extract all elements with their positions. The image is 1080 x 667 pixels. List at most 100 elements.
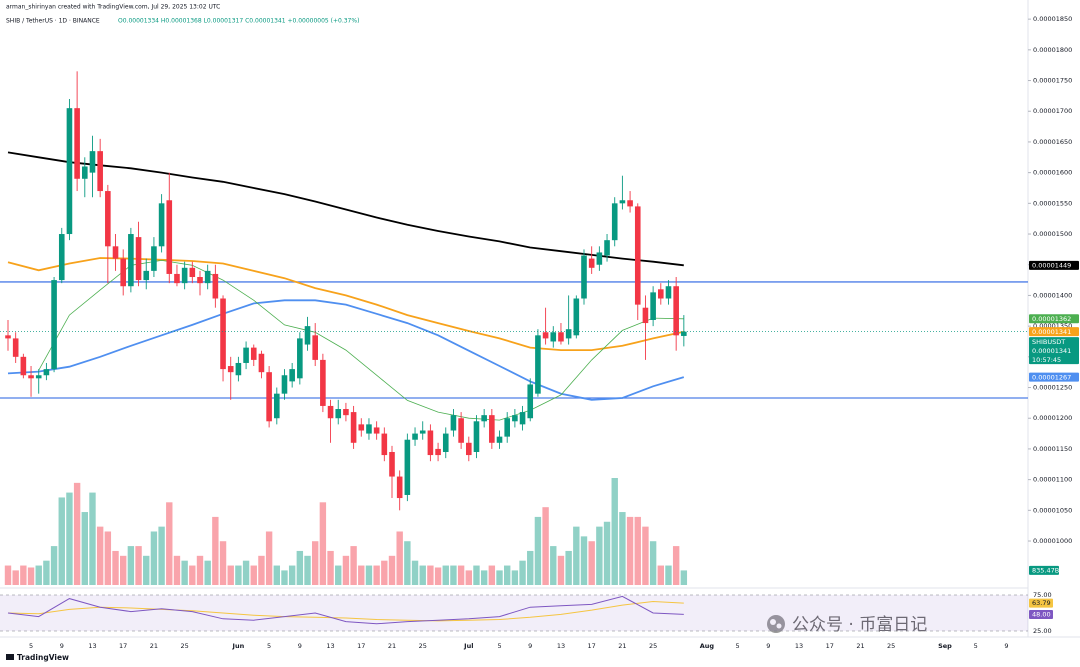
volume-bar	[550, 546, 557, 585]
volume-bar	[596, 526, 603, 585]
candle-body	[204, 270, 211, 284]
candle-body	[588, 258, 595, 268]
candle-body	[158, 203, 165, 247]
volume-bar	[4, 565, 12, 585]
rsi-line	[7, 595, 684, 625]
watermark-icon-dot	[776, 623, 782, 629]
volume-bar	[388, 555, 396, 585]
y-tick-label: 0.00001650	[1033, 138, 1072, 146]
x-tick-label: 9	[1004, 642, 1008, 650]
candle-body	[266, 372, 272, 422]
candle-body	[35, 375, 42, 379]
x-tick-label: Jun	[232, 642, 245, 650]
volume-bar	[296, 550, 304, 585]
candle-body	[634, 206, 641, 305]
candle-body	[512, 415, 518, 422]
volume-bar	[396, 531, 403, 585]
volume-bar	[250, 565, 257, 585]
candle-body	[243, 347, 249, 363]
volume-bar	[227, 565, 234, 585]
x-tick-label: 9	[60, 642, 64, 650]
x-tick-label: Sep	[938, 642, 952, 650]
x-tick-label: 9	[298, 642, 302, 650]
y-tick-label: 0.00001150	[1033, 445, 1072, 453]
candle-body	[20, 356, 27, 376]
x-tick-label: 21	[150, 642, 158, 650]
candle-body	[481, 415, 487, 422]
rsi-ma-line	[7, 600, 684, 622]
volume-bar	[196, 555, 204, 585]
candle-body	[604, 240, 610, 256]
candle-body	[181, 267, 188, 284]
volume-bar	[603, 521, 611, 585]
candle-body	[327, 405, 334, 419]
candle-body	[312, 335, 318, 360]
candle-body	[427, 430, 434, 456]
volume-bar	[480, 570, 488, 585]
candle-body	[489, 415, 495, 443]
candle-body	[281, 375, 288, 394]
volume-bar	[342, 555, 350, 585]
moving-average-line	[7, 257, 684, 351]
candle-body	[619, 200, 626, 204]
volume-bar	[288, 565, 296, 585]
volume-bar	[404, 541, 411, 585]
candle-body	[466, 442, 472, 456]
x-tick-label: 13	[88, 642, 96, 650]
candle-body	[404, 439, 411, 495]
rsi-label-box	[1029, 609, 1053, 619]
x-tick-label: 17	[119, 642, 127, 650]
watermark-icon-dot	[770, 619, 776, 625]
candle-body	[473, 421, 480, 452]
candle-body	[274, 393, 280, 419]
x-tick-label: 17	[826, 642, 834, 650]
volume-bar	[373, 565, 380, 585]
y-tick-label: 0.00001400	[1033, 291, 1072, 299]
candle-body	[450, 415, 457, 431]
volume-bar	[411, 560, 419, 585]
volume-bar	[273, 565, 280, 585]
candle-body	[343, 409, 349, 416]
brand: TradingView	[17, 653, 69, 662]
creator: arman_shirinyan created with TradingView…	[6, 4, 220, 11]
x-tick-label: 13	[795, 642, 803, 650]
volume-bar	[166, 502, 173, 585]
rsi-band	[0, 595, 1028, 631]
candle-body	[412, 433, 418, 440]
candle-body	[504, 418, 510, 437]
watermark-group: 公众号 · 币富日记	[767, 615, 927, 635]
volume-bar	[112, 550, 119, 585]
candle-body	[373, 427, 380, 434]
y-tick-label: 0.00001500	[1033, 230, 1072, 238]
volume-bar	[642, 526, 649, 585]
rsi-tick-label: 25.00	[1033, 627, 1052, 635]
volume-bar	[219, 541, 227, 585]
volume-bar	[135, 546, 142, 585]
candle-body	[12, 338, 19, 357]
x-tick-label: 25	[419, 642, 427, 650]
candle-body	[496, 436, 503, 443]
symbol: SHIB / TetherUS · 1D · BINANCE	[6, 18, 100, 25]
price-label: 0.00001341	[1032, 347, 1071, 355]
candle-body	[389, 451, 395, 477]
volume-bar	[235, 565, 242, 585]
volume-bar	[43, 560, 50, 585]
y-tick-label: 0.00001350	[1033, 322, 1072, 330]
candle-body	[596, 252, 603, 265]
price-label-box	[1029, 337, 1079, 365]
volume-bar	[657, 565, 664, 585]
rsi-tick-label: 75.00	[1033, 591, 1052, 599]
volume-label: 835.47B	[1032, 566, 1059, 574]
volume-bar	[58, 497, 65, 585]
volume-bar	[12, 570, 19, 585]
volume-bar	[104, 531, 112, 585]
y-tick-label: 0.00001250	[1033, 384, 1072, 392]
candle-body	[5, 335, 11, 339]
x-tick-label: 21	[618, 642, 626, 650]
brand-logo	[6, 654, 14, 660]
candle-body	[297, 338, 303, 379]
volume-bar	[365, 565, 373, 585]
candle-body	[220, 298, 226, 370]
volume-bar	[542, 507, 549, 585]
